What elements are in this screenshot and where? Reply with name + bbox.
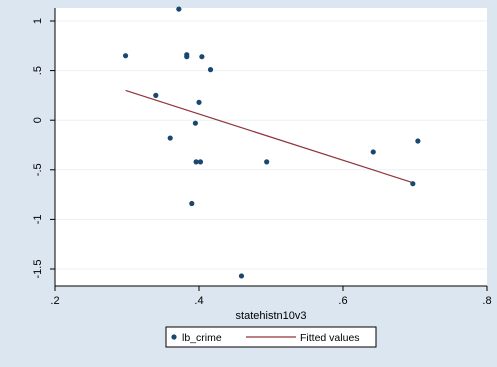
data-point bbox=[184, 54, 190, 60]
x-tick-label: .2 bbox=[50, 295, 59, 307]
scatter-points bbox=[122, 6, 421, 279]
x-tick-label: .8 bbox=[482, 295, 491, 307]
data-point bbox=[197, 159, 204, 165]
x-axis-label: statehistn10v3 bbox=[236, 310, 307, 322]
data-point bbox=[199, 54, 205, 60]
data-point bbox=[122, 53, 129, 59]
x-tick-label: .4 bbox=[194, 295, 203, 307]
x-tick-label: .6 bbox=[338, 295, 347, 307]
data-point bbox=[410, 181, 416, 187]
data-point bbox=[370, 149, 376, 155]
y-tick-label: -.5 bbox=[32, 163, 44, 176]
x-ticks: .2 .4 .6 .8 bbox=[50, 286, 492, 307]
fitted-line-layer bbox=[125, 89, 414, 184]
data-point bbox=[415, 138, 421, 144]
data-point bbox=[153, 92, 159, 98]
legend-label-lb-crime: lb_crime bbox=[182, 332, 222, 344]
data-point bbox=[196, 99, 202, 105]
data-point bbox=[176, 6, 182, 12]
plot-area bbox=[55, 8, 487, 286]
data-point bbox=[238, 273, 245, 279]
data-point bbox=[192, 120, 198, 126]
legend-label-fitted: Fitted values bbox=[300, 332, 360, 344]
y-tick-label: 0 bbox=[32, 117, 44, 123]
data-point bbox=[264, 159, 270, 165]
data-point bbox=[193, 159, 199, 165]
y-ticks: 1 .5 0 -.5 -1 -1.5 bbox=[32, 18, 55, 279]
data-point bbox=[189, 200, 195, 207]
axes bbox=[54, 8, 487, 287]
y-tick-label: -1.5 bbox=[32, 260, 44, 279]
y-tick-label: 1 bbox=[32, 18, 44, 24]
y-tick-label: .5 bbox=[32, 66, 44, 75]
legend-marker-lb-crime bbox=[171, 334, 177, 340]
data-point bbox=[207, 67, 214, 73]
data-point bbox=[167, 135, 173, 141]
fitted-line bbox=[125, 89, 414, 184]
y-tick-label: -1 bbox=[32, 215, 44, 225]
grid-lines bbox=[55, 20, 487, 270]
legend: lb_crime Fitted values bbox=[165, 326, 377, 348]
